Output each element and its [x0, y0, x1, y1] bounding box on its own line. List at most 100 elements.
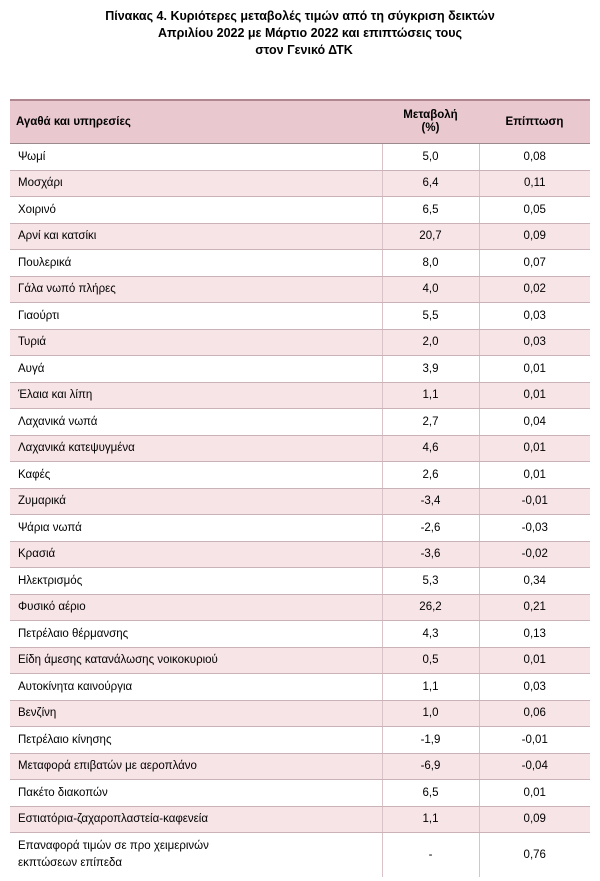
- cell-name: Πετρέλαιο κίνησης: [10, 726, 383, 754]
- cell-name: Ζυμαρικά: [10, 488, 383, 515]
- table-row: Τυριά 2,0 0,03: [10, 329, 590, 356]
- cell-change: 0,5: [382, 647, 480, 674]
- cell-change: 6,4: [382, 170, 480, 197]
- header-change-line2: (%): [421, 122, 440, 134]
- table-row: Είδη άμεσης κατανάλωσης νοικοκυριού 0,5 0,…: [10, 647, 590, 674]
- cell-name: Αυτοκίνητα καινούργια: [10, 673, 383, 701]
- cell-name: Ηλεκτρισμός: [10, 567, 383, 595]
- cell-change: 4,0: [382, 276, 480, 303]
- cell-name: Εστιατόρια-ζαχαροπλαστεία-καφενεία: [10, 806, 383, 833]
- table-header-row: Αγαθά και υπηρεσίες Μεταβολή (%) Επίπτωσ…: [10, 99, 590, 144]
- cell-change: 1,1: [382, 673, 480, 701]
- table-row: Εστιατόρια-ζαχαροπλαστεία-καφενεία 1,1 0,0…: [10, 806, 590, 833]
- table-row: Μεταφορά επιβατών με αεροπλάνο -6,9 -0,04: [10, 753, 590, 780]
- title-line-2: Απριλίου 2022 με Μάρτιο 2022 και επιπτώσ…: [158, 26, 462, 40]
- cell-impact: 0,03: [479, 673, 590, 701]
- cell-change: 5,0: [382, 143, 480, 171]
- cell-change: 2,7: [382, 408, 480, 436]
- header-goods: Αγαθά και υπηρεσίες: [10, 99, 382, 144]
- cell-impact: 0,34: [479, 567, 590, 595]
- cell-impact: 0,09: [479, 806, 590, 833]
- cell-name: Μοσχάρι: [10, 170, 383, 197]
- cell-name: Ψωμί: [10, 143, 383, 171]
- header-change: Μεταβολή (%): [382, 99, 479, 144]
- table-row-last: Επαναφορά τιμών σε προ χειμερινών εκπτώσ…: [10, 832, 590, 877]
- cell-change: -1,9: [382, 726, 480, 754]
- table-row: Ζυμαρικά -3,4 -0,01: [10, 488, 590, 515]
- title-line-3: στον Γενικό ΔΤΚ: [255, 43, 353, 57]
- cell-change: 8,0: [382, 249, 480, 277]
- table-row: Γιαούρτι 5,5 0,03: [10, 302, 590, 330]
- cell-impact: 0,01: [479, 779, 590, 807]
- cell-impact: 0,01: [479, 355, 590, 383]
- cell-name: Χοιρινό: [10, 196, 383, 224]
- table-row: Ψωμί 5,0 0,08: [10, 143, 590, 171]
- table-body: Ψωμί 5,0 0,08 Μοσχάρι 6,4 0,11 Χοιρινό 6,5 0,05 Α…: [10, 143, 590, 877]
- cell-change: 4,3: [382, 620, 480, 648]
- cell-change: -3,6: [382, 541, 480, 568]
- price-changes-table: Αγαθά και υπηρεσίες Μεταβολή (%) Επίπτωσ…: [10, 99, 590, 877]
- cell-change: -2,6: [382, 514, 480, 542]
- cell-impact: 0,11: [479, 170, 590, 197]
- cell-name: Αυγά: [10, 355, 383, 383]
- table-row: Φυσικό αέριο 26,2 0,21: [10, 594, 590, 621]
- header-impact: Επίπτωση: [479, 99, 590, 144]
- cell-name: Βενζίνη: [10, 700, 383, 727]
- cell-name: Καφές: [10, 461, 383, 489]
- cell-impact: 0,01: [479, 647, 590, 674]
- table-row: Λαχανικά νωπά 2,7 0,04: [10, 408, 590, 436]
- cell-change: 5,5: [382, 302, 480, 330]
- table-row: Πετρέλαιο θέρμανσης 4,3 0,13: [10, 620, 590, 648]
- cell-change: 1,0: [382, 700, 480, 727]
- cell-name: Πετρέλαιο θέρμανσης: [10, 620, 383, 648]
- cell-impact: 0,02: [479, 276, 590, 303]
- cell-impact: 0,07: [479, 249, 590, 277]
- cell-name-line1: Επαναφορά τιμών σε προ χειμερινών: [18, 840, 209, 852]
- cell-impact: 0,04: [479, 408, 590, 436]
- cell-impact: 0,13: [479, 620, 590, 648]
- table-row: Πακέτο διακοπών 6,5 0,01: [10, 779, 590, 807]
- cell-change: 2,0: [382, 329, 480, 356]
- table-row: Καφές 2,6 0,01: [10, 461, 590, 489]
- cell-impact: 0,05: [479, 196, 590, 224]
- cell-change: -6,9: [382, 753, 480, 780]
- cell-name: Πακέτο διακοπών: [10, 779, 383, 807]
- cell-name: Λαχανικά κατεψυγμένα: [10, 435, 383, 462]
- cell-impact: -0,03: [479, 514, 590, 542]
- table-row: Πετρέλαιο κίνησης -1,9 -0,01: [10, 726, 590, 754]
- table-row: Αρνί και κατσίκι 20,7 0,09: [10, 223, 590, 250]
- cell-change: 20,7: [382, 223, 480, 250]
- cell-change: -3,4: [382, 488, 480, 515]
- table-row: Ψάρια νωπά -2,6 -0,03: [10, 514, 590, 542]
- table-row: Γάλα νωπό πλήρες 4,0 0,02: [10, 276, 590, 303]
- cell-name: Έλαια και λίπη: [10, 382, 383, 409]
- cell-name: Φυσικό αέριο: [10, 594, 383, 621]
- cell-impact: -0,04: [479, 753, 590, 780]
- cell-impact: -0,01: [479, 726, 590, 754]
- cell-impact: 0,08: [479, 143, 590, 171]
- table-row: Ηλεκτρισμός 5,3 0,34: [10, 567, 590, 595]
- cell-name: Γάλα νωπό πλήρες: [10, 276, 383, 303]
- cell-name: Μεταφορά επιβατών με αεροπλάνο: [10, 753, 383, 780]
- cell-impact: 0,01: [479, 461, 590, 489]
- table-title: Πίνακας 4. Κυριότερες μεταβολές τιμών απ…: [0, 8, 600, 59]
- cell-change: 1,1: [382, 382, 480, 409]
- cell-impact: -0,02: [479, 541, 590, 568]
- cell-name: Πουλερικά: [10, 249, 383, 277]
- table-row: Αυγά 3,9 0,01: [10, 355, 590, 383]
- title-line-1: Πίνακας 4. Κυριότερες μεταβολές τιμών απ…: [105, 9, 495, 23]
- cell-impact: 0,09: [479, 223, 590, 250]
- cell-change: -: [382, 832, 480, 877]
- cell-change: 6,5: [382, 779, 480, 807]
- cell-change: 5,3: [382, 567, 480, 595]
- cell-name: Επαναφορά τιμών σε προ χειμερινών εκπτώσ…: [10, 832, 383, 877]
- cell-name: Είδη άμεσης κατανάλωσης νοικοκυριού: [10, 647, 383, 674]
- cell-name: Ψάρια νωπά: [10, 514, 383, 542]
- cell-impact: 0,01: [479, 382, 590, 409]
- table-row: Μοσχάρι 6,4 0,11: [10, 170, 590, 197]
- cell-impact: 0,06: [479, 700, 590, 727]
- table-row: Βενζίνη 1,0 0,06: [10, 700, 590, 727]
- table-row: Χοιρινό 6,5 0,05: [10, 196, 590, 224]
- table-row: Πουλερικά 8,0 0,07: [10, 249, 590, 277]
- header-change-line1: Μεταβολή: [403, 109, 458, 121]
